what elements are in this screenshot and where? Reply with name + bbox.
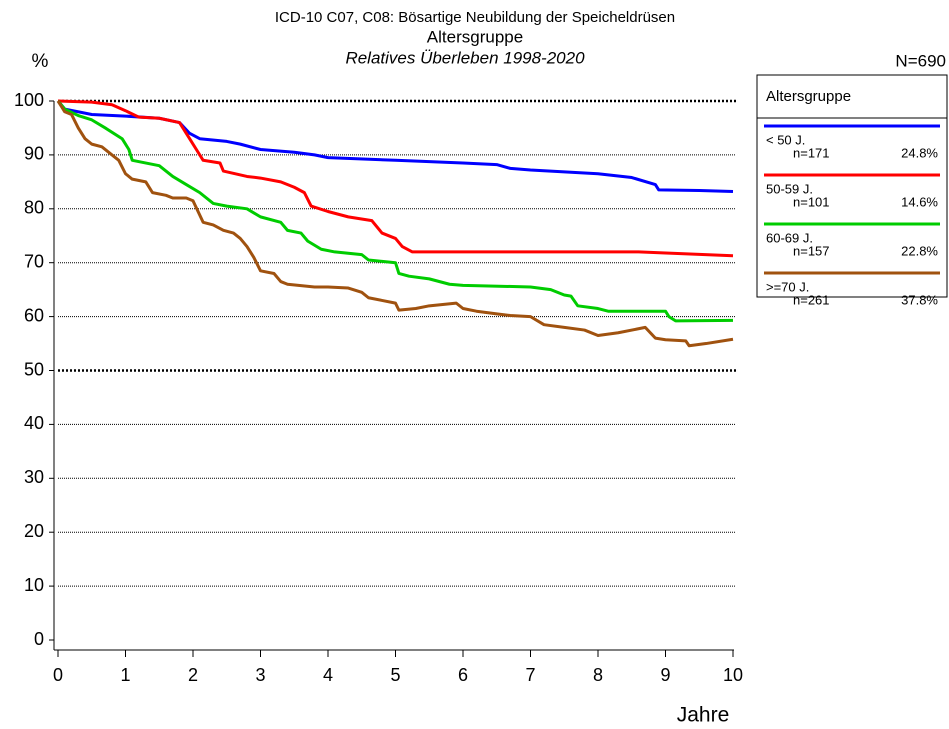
legend-count: n=101 (793, 194, 830, 209)
legend-count: n=157 (793, 243, 830, 258)
legend-share: 24.8% (901, 145, 938, 160)
legend-box (756, 74, 948, 298)
x-tick-label: 3 (255, 665, 265, 685)
x-tick-label: 6 (458, 665, 468, 685)
series-line (57, 99, 734, 258)
x-tick-label: 5 (390, 665, 400, 685)
x-tick-label: 10 (723, 665, 743, 685)
series-line (56, 100, 734, 348)
x-tick-label: 9 (660, 665, 670, 685)
legend-label: < 50 J. (766, 132, 805, 147)
x-tick-label: 7 (525, 665, 535, 685)
x-tick-label: 0 (53, 665, 63, 685)
x-axis-label: Jahre (677, 704, 730, 727)
series-line (56, 100, 734, 323)
y-axis-label: % (32, 51, 49, 72)
y-tick-label: 30 (24, 467, 44, 487)
y-tick-label: 60 (24, 305, 44, 325)
legend-share: 14.6% (901, 194, 938, 209)
y-tick-label: 50 (24, 359, 44, 379)
total-label: N=690 (895, 51, 946, 70)
y-tick-label: 0 (34, 629, 44, 649)
x-tick-label: 1 (120, 665, 130, 685)
y-tick-label: 100 (14, 90, 44, 110)
series-line (56, 100, 734, 194)
y-tick-label: 20 (24, 521, 44, 541)
chart-subtitle: Relatives Überleben 1998-2020 (345, 48, 585, 67)
y-tick-label: 10 (24, 575, 44, 595)
legend-count: n=261 (793, 292, 830, 307)
legend-label: >=70 J. (766, 279, 809, 294)
legend-label: 50-59 J. (766, 181, 813, 196)
legend-count: n=171 (793, 145, 830, 160)
y-tick-label: 80 (24, 198, 44, 218)
chart-title: ICD-10 C07, C08: Bösartige Neubildung de… (275, 9, 675, 26)
x-tick-label: 2 (188, 665, 198, 685)
y-tick-label: 40 (24, 413, 44, 433)
x-tick-label: 4 (323, 665, 333, 685)
legend-title: Altersgruppe (766, 88, 851, 105)
chart-subtitle: Altersgruppe (427, 27, 523, 46)
y-tick-label: 70 (24, 251, 44, 271)
y-tick-label: 90 (24, 144, 44, 164)
x-tick-label: 8 (593, 665, 603, 685)
legend-label: 60-69 J. (766, 230, 813, 245)
legend-share: 37.8% (901, 292, 938, 307)
legend-share: 22.8% (901, 243, 938, 258)
